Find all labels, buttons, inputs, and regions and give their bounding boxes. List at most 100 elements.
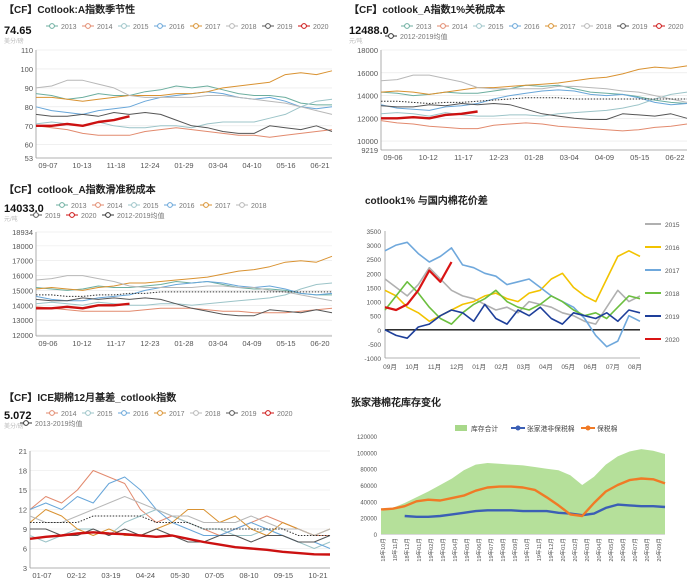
y-tick-label: 17000 [12, 257, 33, 266]
legend-marker [476, 23, 482, 29]
x-tick-label: 19年11月 [535, 538, 543, 561]
legend-label: 2013 [71, 203, 87, 210]
y-tick-label: 40000 [360, 500, 377, 506]
x-tick-label: 19年05月 [463, 538, 471, 562]
series-area-库存合计 [381, 449, 665, 534]
series-line-2017 [36, 70, 333, 102]
x-tick-label: 20年04月 [595, 538, 603, 562]
series-line-2014 [35, 306, 333, 314]
legend-label: 2014 [107, 203, 123, 210]
x-tick-label: 20年02月 [571, 538, 579, 562]
legend-marker [121, 23, 127, 29]
y-tick-label: 18000 [12, 242, 33, 251]
y-tick-label: 80000 [360, 468, 377, 474]
x-tick-label: 12月 [450, 363, 464, 371]
series-line-保税棉 [380, 477, 666, 518]
series-line-2017 [35, 255, 333, 291]
y-tick-label: 90 [25, 84, 33, 93]
legend-label: 2017 [169, 411, 185, 418]
series-line-2017 [380, 65, 688, 95]
legend-marker [85, 410, 91, 416]
x-tick-label: 03-04 [208, 161, 227, 170]
x-tick-label: 04-09 [242, 339, 261, 348]
y-tick-label: 15 [19, 486, 27, 495]
x-tick-label: 03-04 [560, 153, 579, 162]
x-tick-label: 18年11月 [391, 538, 399, 561]
legend-marker [301, 23, 307, 29]
x-tick-label: 06-22 [665, 153, 684, 162]
x-tick-label: 03-19 [101, 571, 120, 580]
series-line-2013 [35, 281, 332, 296]
legend-marker [404, 23, 410, 29]
y-tick-label: 12000 [12, 331, 33, 340]
series-line-2016 [35, 91, 333, 115]
current-value: 12488.0 [349, 25, 389, 37]
y-tick-label: 2000 [367, 271, 382, 278]
legend-marker [584, 23, 590, 29]
x-tick-label: 08月 [628, 363, 642, 371]
legend-label: 2020 [81, 213, 97, 220]
x-tick-label: 11月 [428, 363, 441, 371]
y-tick-label: 21 [19, 447, 27, 456]
y-tick-label: 1500 [367, 285, 382, 292]
legend-label: 2018 [596, 24, 612, 31]
legend-marker [167, 202, 173, 208]
x-tick-label: 12-23 [140, 339, 159, 348]
legend-label: 2013 [61, 24, 77, 31]
legend-label: 2016 [179, 203, 195, 210]
x-tick-label: 19年12月 [547, 538, 555, 562]
y-tick-label: 14000 [12, 301, 33, 310]
legend-label: 2020 [668, 24, 684, 31]
y-tick-label: 500 [370, 314, 381, 321]
current-value: 74.65 [4, 25, 32, 37]
series-line-2016 [35, 281, 333, 302]
x-tick-label: 09-07 [38, 161, 57, 170]
x-tick-label: 01-29 [174, 161, 193, 170]
legend-marker [157, 23, 163, 29]
legend-marker [265, 23, 271, 29]
legend-label: 张家港非保税棉 [527, 424, 575, 433]
series-line-2014 [380, 120, 688, 132]
series-line-2016 [384, 249, 641, 323]
legend-marker [512, 23, 518, 29]
y-tick-label: 120000 [357, 435, 378, 441]
legend-label: 2019 [277, 24, 293, 31]
x-tick-label: 04月 [539, 363, 553, 371]
legend-marker [157, 410, 163, 416]
series-line-2016 [29, 476, 331, 549]
x-tick-label: 02-12 [67, 571, 86, 580]
series-line-2019 [384, 303, 641, 339]
legend-marker [585, 425, 591, 431]
y-tick-label: 2500 [367, 257, 382, 264]
series-line-2012-2019均值 [381, 97, 687, 104]
x-tick-label: 19年09月 [511, 538, 519, 562]
y-tick-label: 16000 [12, 272, 33, 281]
series-line-2015 [384, 266, 641, 325]
series-line-2020 [36, 115, 130, 128]
x-tick-label: 05-15 [630, 153, 649, 162]
x-tick-label: 08-10 [239, 571, 258, 580]
chart-title: 【CF】cotlook_A指数1%关税成本 [349, 3, 506, 16]
y-tick-label: 15000 [12, 286, 33, 295]
x-tick-label: 18年12月 [403, 538, 411, 562]
y-tick-label: 70 [25, 122, 33, 131]
legend-label: 2012-2019均值 [400, 32, 447, 41]
chart-title: cotlook1% 与国内棉花价差 [365, 194, 488, 207]
legend-marker [59, 202, 65, 208]
chart-title: 【CF】ICE期棉12月基差_cotlook指数 [4, 391, 177, 404]
x-tick-label: 06-20 [310, 339, 329, 348]
legend-marker [49, 23, 55, 29]
legend-label: 2018 [205, 411, 221, 418]
x-tick-label: 19年01月 [415, 538, 423, 562]
x-tick-label: 19年07月 [487, 538, 495, 562]
legend-marker [105, 212, 111, 218]
x-tick-label: 01-28 [524, 153, 543, 162]
legend-label: 2019 [45, 213, 61, 220]
legend-marker [265, 410, 271, 416]
x-tick-label: 11-17 [454, 153, 473, 162]
chart-cotlook-a-seasonal: 【CF】Cotlook:A指数季节性 74.65 美分/磅 2013 2014 2015 2… [0, 0, 340, 175]
series-line-2012-2019均值 [36, 291, 332, 297]
y-tick-label: 12000 [357, 114, 378, 123]
